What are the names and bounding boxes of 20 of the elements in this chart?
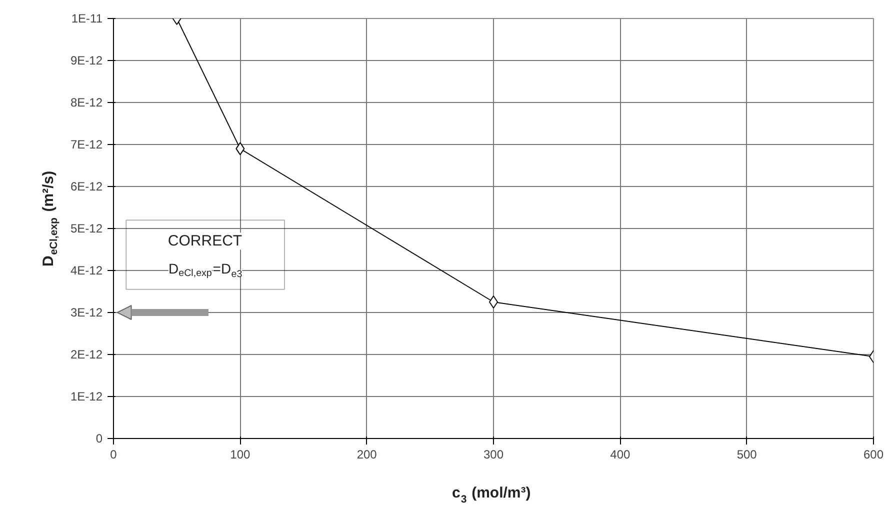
y-tick-label: 3E-12	[70, 306, 103, 320]
x-tick-label: 100	[230, 448, 251, 462]
x-tick-label: 0	[110, 448, 118, 462]
y-tick-label: 5E-12	[70, 222, 103, 236]
y-axis-title: DeCl,exp (m²/s)	[40, 170, 60, 267]
y-tick-label: 2E-12	[70, 348, 103, 362]
y-tick-label: 1E-11	[71, 12, 103, 26]
x-tick-label: 400	[610, 448, 631, 462]
x-tick-label: 600	[863, 448, 884, 462]
y-tick-label: 6E-12	[70, 180, 103, 194]
x-tick-label: 300	[483, 448, 504, 462]
y-tick-label: 0	[96, 432, 103, 446]
y-tick-label: 8E-12	[70, 96, 103, 110]
x-tick-label: 200	[356, 448, 378, 462]
annotation: CORRECT	[168, 232, 242, 250]
x-tick-label: 500	[736, 448, 758, 462]
y-tick-label: 7E-12	[70, 138, 103, 152]
y-tick-label: 1E-12	[70, 390, 103, 404]
y-tick-label: 4E-12	[70, 264, 103, 278]
y-tick-label: 9E-12	[70, 54, 103, 68]
